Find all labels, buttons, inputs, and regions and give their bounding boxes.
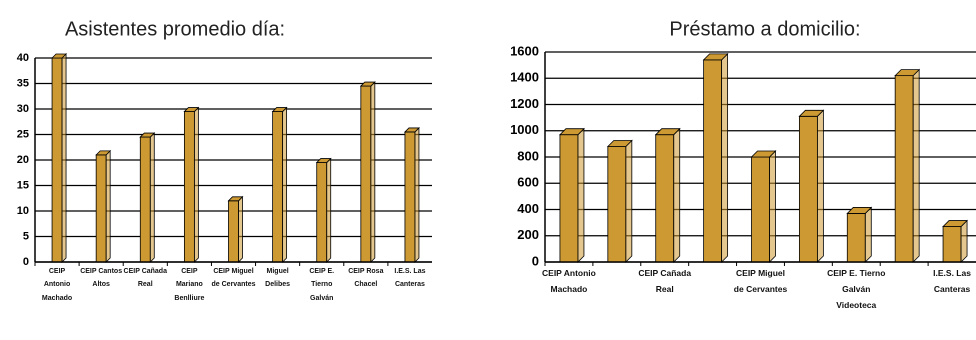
bar-side	[577, 127, 585, 263]
y-tick-label: 800	[517, 148, 539, 163]
bar-side	[282, 106, 288, 263]
y-tick-label: 200	[517, 227, 539, 242]
bar-top	[227, 196, 244, 202]
x-tick-label: CEIP E. Tierno Galván Videoteca	[827, 268, 886, 311]
bar-side	[414, 126, 420, 263]
bar-top	[942, 220, 969, 227]
x-tick-label: I.E.S. Las Canteras	[394, 268, 426, 289]
bar-side	[149, 132, 155, 263]
y-tick-label: 400	[517, 201, 539, 216]
bar-top	[606, 140, 633, 147]
bar-top	[702, 53, 729, 61]
y-tick-label: 35	[17, 77, 29, 89]
bar-top	[315, 158, 332, 163]
y-tick-label: 1000	[510, 122, 539, 137]
bar	[404, 131, 416, 263]
bar	[139, 136, 151, 263]
bar	[559, 134, 579, 263]
y-tick-label: 40	[17, 52, 29, 64]
bar	[95, 154, 107, 263]
bar-top	[183, 107, 200, 112]
bar-top	[798, 109, 825, 117]
y-tick-label: 25	[17, 128, 29, 140]
bar	[607, 146, 627, 263]
bar-top	[558, 128, 585, 136]
y-tick-label: 30	[17, 103, 29, 115]
bar-side	[673, 127, 681, 263]
bar-top	[894, 69, 921, 77]
bar-side	[769, 150, 776, 263]
y-tick-label: 0	[532, 253, 539, 268]
bar-top	[654, 128, 681, 136]
x-tick-label: CEIP Miguel de Cervantes	[211, 268, 256, 289]
x-tick-label: CEIP Antonio Machado	[41, 268, 73, 302]
bar	[51, 57, 63, 263]
x-tick-label: Miguel Delibes	[265, 268, 291, 289]
x-tick-label: CEIP Cañada Real	[638, 268, 692, 295]
y-tick-label: 1400	[510, 70, 539, 85]
x-tick-label: CEIP E. Tierno Galván	[309, 268, 335, 302]
bar-side	[960, 219, 968, 263]
bar	[846, 213, 866, 263]
y-tick-label: 10	[17, 205, 29, 217]
y-tick-label: 1200	[510, 96, 539, 111]
bar	[894, 75, 914, 263]
bar	[183, 111, 195, 263]
bar-top	[139, 132, 156, 138]
x-tick-label: CEIP Antonio Machado	[542, 268, 596, 295]
bar-side	[193, 106, 199, 263]
x-tick-label: I.E.S. Las Canteras	[933, 268, 971, 295]
x-tick-label: CEIP Miguel de Cervantes	[733, 268, 788, 295]
bar-side	[105, 149, 111, 263]
x-tick-label: CEIP Rosa Chacel	[348, 268, 384, 289]
bar-top	[403, 127, 420, 133]
bar	[751, 156, 770, 263]
x-tick-label: CEIP Mariano Benlliure	[174, 268, 205, 302]
chart-title: Asistentes promedio día:	[65, 18, 285, 40]
bar-top	[271, 107, 288, 112]
bar	[655, 134, 675, 263]
y-tick-label: 20	[17, 154, 29, 166]
bar	[360, 85, 372, 263]
bar-top	[95, 150, 112, 156]
bar	[228, 200, 239, 263]
bar-side	[625, 139, 633, 263]
bar-side	[721, 52, 729, 263]
bar	[942, 226, 962, 263]
bar-side	[864, 206, 872, 263]
y-tick-label: 5	[23, 230, 29, 242]
bar	[703, 59, 723, 263]
y-tick-label: 0	[23, 256, 29, 268]
bar-side	[61, 53, 67, 263]
bar-top	[51, 53, 68, 59]
bar-side	[326, 157, 332, 263]
bar	[798, 115, 818, 263]
x-tick-label: CEIP Cantos Altos	[80, 268, 123, 289]
y-tick-label: 600	[517, 175, 539, 190]
y-tick-label: 1600	[510, 43, 539, 58]
bar-side	[816, 109, 824, 263]
bar-top	[846, 207, 873, 214]
bar-side	[912, 68, 920, 263]
bar-top	[750, 150, 777, 158]
bar	[272, 111, 284, 263]
bar-side	[370, 81, 376, 263]
bar	[316, 162, 328, 263]
bar-side	[238, 195, 243, 263]
chart-title: Préstamo a domicilio:	[669, 18, 860, 40]
bar-top	[359, 81, 376, 87]
x-tick-label: CEIP Cañada Real	[123, 268, 167, 289]
y-tick-label: 15	[17, 179, 29, 191]
